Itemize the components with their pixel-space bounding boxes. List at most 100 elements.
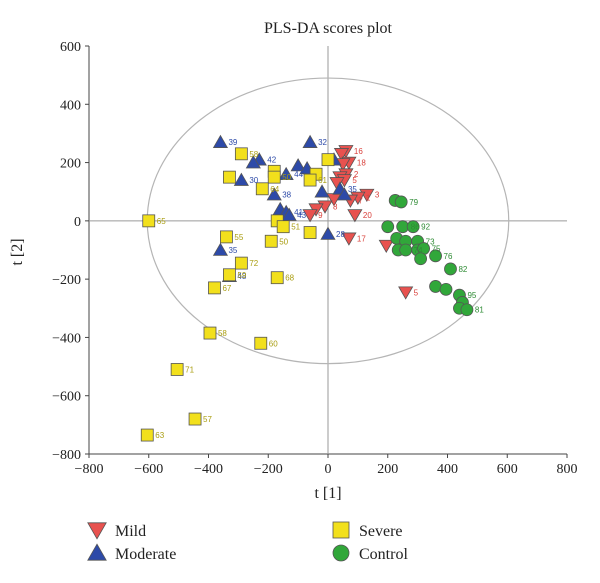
moderate-point — [278, 166, 294, 181]
ticks-group: −800 −600 −400 −200 0 200 400 600 800−800−600−40… — [52, 40, 577, 477]
severe-point — [188, 412, 202, 426]
severe-point — [264, 234, 278, 248]
moderate-point-label: 43 — [297, 211, 306, 220]
control-point — [381, 220, 395, 234]
moderate-point — [212, 242, 229, 256]
moderate-point — [336, 187, 353, 201]
y-tick-label: 400 — [60, 98, 81, 113]
moderate-point-label: 39 — [228, 138, 237, 147]
severe-point — [270, 271, 284, 285]
moderate-point — [302, 134, 318, 148]
control-point — [439, 282, 453, 296]
mild-point-label: 18 — [357, 159, 366, 168]
legend: Mild Moderate Severe Control — [87, 521, 408, 563]
severe-point-label: 68 — [285, 274, 294, 283]
legend-severe-icon — [332, 521, 350, 539]
severe-point — [223, 268, 236, 282]
moderate-point-label: 32 — [318, 138, 327, 147]
control-point — [414, 252, 428, 266]
severe-point-label: 61 — [318, 176, 327, 185]
moderate-point-label: 38 — [282, 191, 291, 200]
moderate-point-label: 42 — [267, 156, 276, 165]
control-point-label: 86 — [411, 223, 420, 232]
control-point-label: 76 — [444, 252, 453, 261]
y-axis-label: t [2] — [9, 238, 26, 265]
control-point-label: 92 — [421, 223, 430, 232]
x-tick-label: 600 — [497, 462, 518, 477]
control-point-label: 95 — [467, 291, 476, 300]
severe-point-label: 58 — [249, 150, 258, 159]
severe-point — [254, 336, 268, 350]
control-point-label: 81 — [475, 306, 484, 315]
mild-point-label: 20 — [363, 211, 372, 220]
x-tick-label: −800 — [75, 462, 104, 477]
mild-point — [333, 148, 350, 162]
x-tick-label: 0 — [325, 462, 332, 477]
moderate-point — [212, 134, 229, 148]
severe-point — [142, 214, 156, 228]
y-tick-label: −400 — [52, 331, 81, 346]
severe-point — [267, 170, 281, 184]
y-tick-label: 0 — [74, 215, 81, 230]
x-tick-label: 200 — [377, 462, 398, 477]
control-point-label: 73 — [426, 237, 435, 246]
severe-point — [255, 182, 269, 196]
mild-point — [398, 286, 414, 300]
severe-point-label: 50 — [282, 173, 291, 182]
chart-title: PLS-DA scores plot — [264, 20, 393, 37]
severe-point-label: 59 — [237, 271, 246, 280]
control-point — [429, 249, 442, 263]
severe-point-label: 64 — [270, 185, 279, 194]
moderate-point — [245, 155, 261, 169]
control-point — [406, 220, 420, 234]
moderate-point — [266, 187, 282, 201]
mild-point-label: 2 — [354, 170, 359, 179]
severe-point — [220, 230, 233, 244]
severe-point — [203, 326, 217, 340]
severe-point — [321, 153, 335, 167]
legend-moderate-icon — [87, 543, 107, 561]
moderate-point-label: 28 — [336, 230, 345, 239]
y-tick-label: 200 — [60, 157, 81, 172]
marks-group — [140, 134, 474, 442]
moderate-point-label: 44 — [294, 170, 303, 179]
legend-mild-icon — [87, 522, 107, 540]
control-point — [444, 262, 457, 276]
mild-point-label: 7 — [358, 196, 363, 205]
y-tick-label: −600 — [52, 390, 81, 405]
severe-point — [234, 147, 248, 161]
mild-point-label: 9 — [318, 211, 323, 220]
moderate-point-label: 41 — [294, 208, 303, 217]
moderate-point-label: 30 — [249, 176, 258, 185]
severe-point — [234, 256, 248, 270]
mild-point — [302, 209, 318, 223]
control-point — [399, 243, 413, 257]
severe-point-label: 51 — [291, 223, 300, 232]
x-tick-label: −200 — [254, 462, 283, 477]
mild-point-label: 17 — [357, 234, 366, 243]
y-tick-label: −800 — [52, 448, 81, 463]
x-axis-label: t [1] — [314, 485, 341, 502]
control-point-label: 82 — [458, 265, 467, 274]
axes-group — [88, 46, 567, 455]
x-tick-label: −400 — [194, 462, 223, 477]
moderate-point — [320, 226, 336, 240]
severe-point-label: 50 — [279, 237, 288, 246]
control-point-label: 75 — [432, 245, 441, 254]
severe-point-label: 63 — [155, 431, 164, 440]
mild-point — [378, 239, 394, 254]
moderate-point-label: 35 — [348, 185, 357, 194]
legend-severe-label: Severe — [359, 523, 403, 540]
severe-point-label: 55 — [234, 233, 243, 242]
moderate-point — [290, 158, 306, 172]
moderate-point — [233, 172, 249, 186]
x-tick-label: −600 — [134, 462, 163, 477]
y-tick-label: 600 — [60, 40, 81, 55]
mild-point-label: 16 — [354, 147, 363, 156]
severe-point — [223, 170, 236, 184]
y-tick-label: −200 — [52, 273, 81, 288]
mild-point-label: 3 — [375, 191, 380, 200]
